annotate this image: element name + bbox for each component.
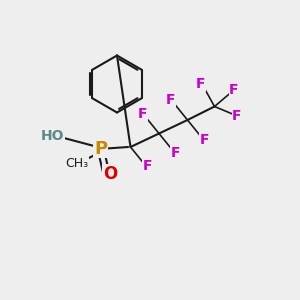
Text: HO: HO	[41, 130, 64, 143]
Text: F: F	[229, 83, 239, 97]
Text: O: O	[103, 165, 117, 183]
Text: F: F	[196, 77, 206, 91]
Text: CH₃: CH₃	[65, 157, 88, 170]
Text: P: P	[94, 140, 107, 158]
Text: F: F	[138, 107, 147, 121]
Text: F: F	[142, 160, 152, 173]
Text: F: F	[232, 109, 242, 122]
Text: F: F	[199, 133, 209, 146]
Text: F: F	[166, 94, 176, 107]
Text: F: F	[171, 146, 180, 160]
